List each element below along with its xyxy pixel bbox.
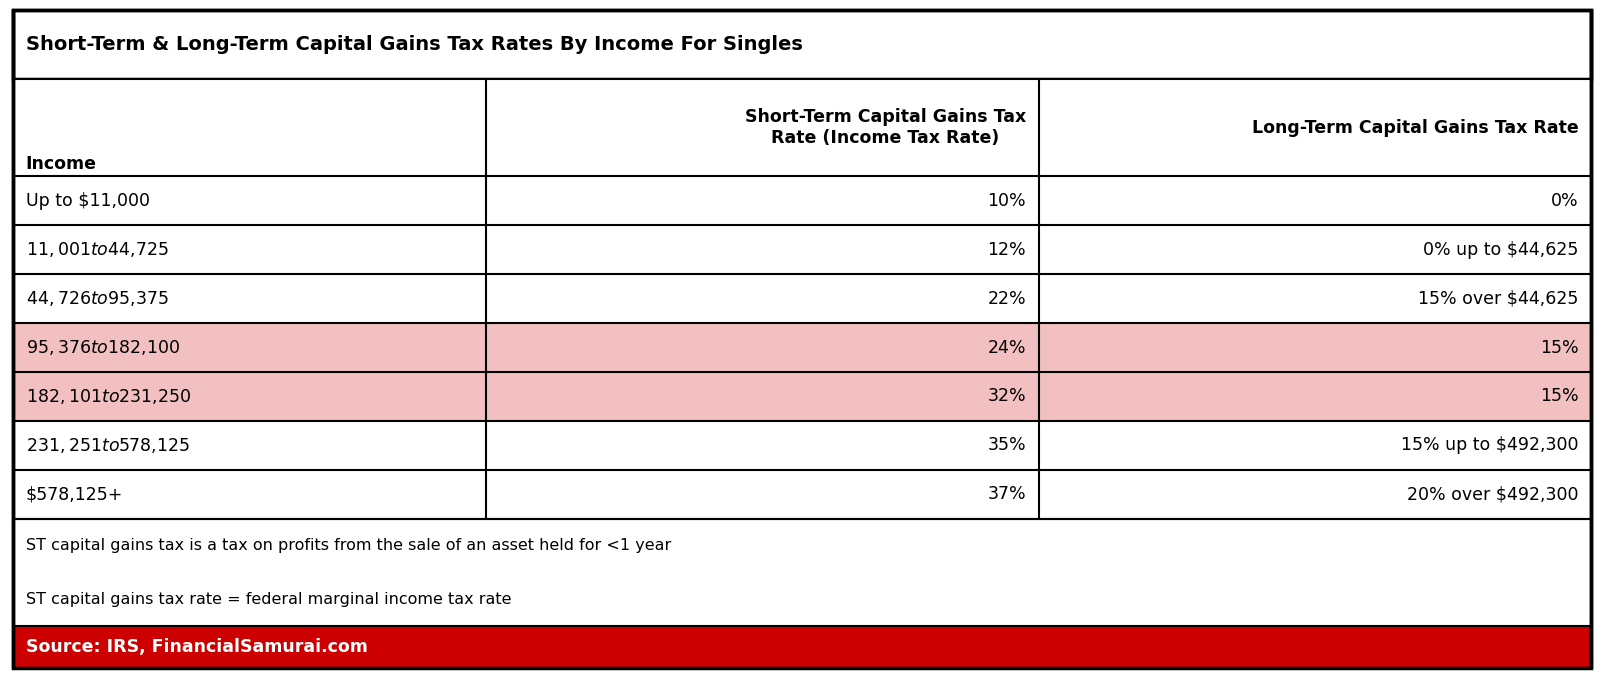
Text: 0% up to $44,625: 0% up to $44,625 xyxy=(1423,241,1578,259)
Bar xyxy=(13,225,1591,274)
Text: $11,001 to $44,725: $11,001 to $44,725 xyxy=(26,240,168,259)
Text: Long-Term Capital Gains Tax Rate: Long-Term Capital Gains Tax Rate xyxy=(1251,119,1578,136)
Text: Short-Term Capital Gains Tax
Rate (Income Tax Rate): Short-Term Capital Gains Tax Rate (Incom… xyxy=(744,108,1027,147)
Text: 15%: 15% xyxy=(1540,338,1578,357)
Text: $578,125+: $578,125+ xyxy=(26,485,124,503)
Bar xyxy=(13,10,1591,79)
Text: 24%: 24% xyxy=(988,338,1027,357)
Text: 12%: 12% xyxy=(988,241,1027,259)
Text: $182,101 to $231,250: $182,101 to $231,250 xyxy=(26,387,191,406)
Bar xyxy=(13,176,1591,225)
Text: $95,376 to $182,100: $95,376 to $182,100 xyxy=(26,338,180,357)
Bar xyxy=(13,323,1591,372)
Text: 35%: 35% xyxy=(988,437,1027,454)
Text: 15% up to $492,300: 15% up to $492,300 xyxy=(1400,437,1578,454)
Text: 15% over $44,625: 15% over $44,625 xyxy=(1418,290,1578,308)
Text: 32%: 32% xyxy=(988,387,1027,405)
Text: Source: IRS, FinancialSamurai.com: Source: IRS, FinancialSamurai.com xyxy=(26,638,367,656)
Text: ST capital gains tax is a tax on profits from the sale of an asset held for <1 y: ST capital gains tax is a tax on profits… xyxy=(26,538,670,553)
Bar xyxy=(13,421,1591,470)
Text: Up to $11,000: Up to $11,000 xyxy=(26,192,149,210)
Bar xyxy=(13,372,1591,421)
Bar xyxy=(13,626,1591,668)
Text: 15%: 15% xyxy=(1540,387,1578,405)
Text: ST capital gains tax rate = federal marginal income tax rate: ST capital gains tax rate = federal marg… xyxy=(26,592,512,607)
Text: 37%: 37% xyxy=(988,485,1027,503)
Bar xyxy=(13,470,1591,519)
Text: $231,251 to $578,125: $231,251 to $578,125 xyxy=(26,436,189,455)
Text: Income: Income xyxy=(26,155,96,173)
Bar xyxy=(13,274,1591,323)
Text: Short-Term & Long-Term Capital Gains Tax Rates By Income For Singles: Short-Term & Long-Term Capital Gains Tax… xyxy=(26,35,802,54)
Text: 10%: 10% xyxy=(988,192,1027,210)
Bar xyxy=(13,79,1591,176)
Text: 0%: 0% xyxy=(1551,192,1578,210)
Text: 22%: 22% xyxy=(988,290,1027,308)
Text: 20% over $492,300: 20% over $492,300 xyxy=(1407,485,1578,503)
Text: $44,726 to $95,375: $44,726 to $95,375 xyxy=(26,289,168,308)
Bar xyxy=(13,519,1591,626)
